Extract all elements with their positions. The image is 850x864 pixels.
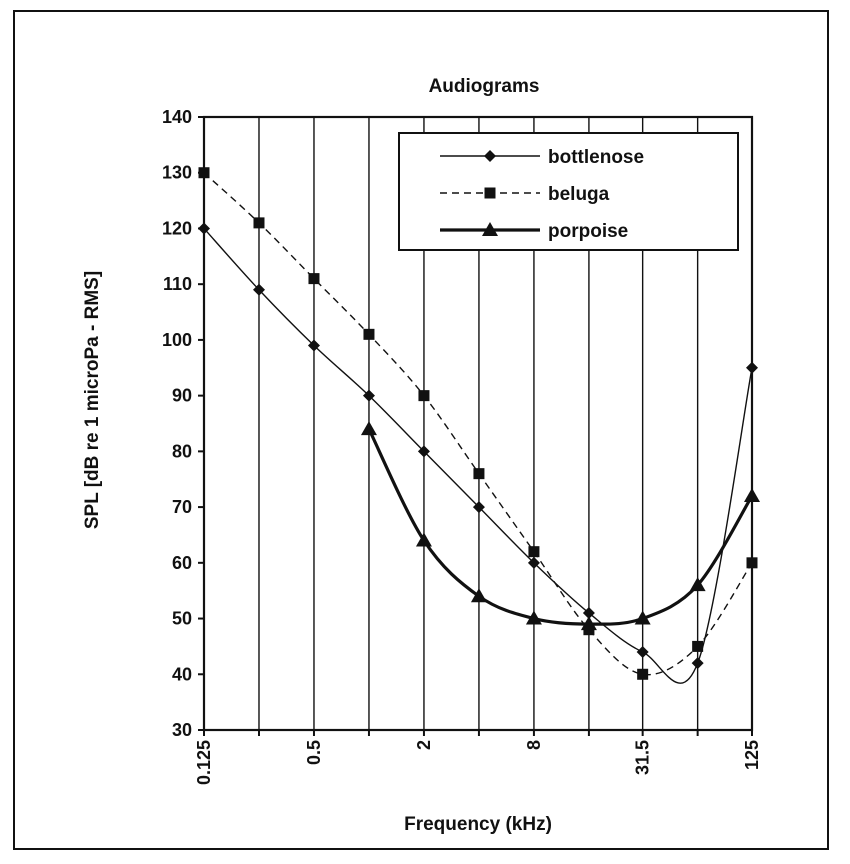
- y-tick-label-7: 100: [162, 330, 192, 350]
- x-tick-label-4: 31.5: [633, 740, 653, 775]
- beluga-point-2: [308, 273, 320, 285]
- y-tick-label-1: 40: [172, 664, 192, 684]
- legend-label-beluga: beluga: [548, 184, 610, 205]
- legend-marker-bottlenose: [484, 150, 496, 162]
- porpoise-point-2: [470, 588, 487, 603]
- porpoise-point-5: [634, 610, 651, 625]
- bottlenose-point-2: [307, 339, 320, 352]
- bottlenose-point-7: [582, 606, 595, 619]
- y-tick-label-11: 140: [162, 107, 192, 127]
- series-line-bottlenose: [203, 227, 753, 684]
- y-tick-label-2: 50: [172, 609, 192, 629]
- x-tick-label-0: 0.125: [194, 740, 214, 785]
- chart-title: Audiograms: [429, 76, 540, 97]
- beluga-point-8: [637, 668, 649, 680]
- porpoise-point-4: [580, 616, 597, 631]
- porpoise-point-6: [689, 577, 706, 592]
- y-axis-label: SPL [dB re 1 microPa - RMS]: [82, 271, 103, 529]
- y-tick-label-5: 80: [172, 441, 192, 461]
- beluga-point-0: [198, 167, 210, 179]
- y-tick-label-4: 70: [172, 497, 192, 517]
- porpoise-point-1: [415, 532, 432, 547]
- bottlenose-point-5: [472, 501, 485, 514]
- porpoise-point-7: [744, 487, 760, 502]
- x-tick-label-1: 0.5: [304, 740, 324, 765]
- bottlenose-point-6: [527, 556, 540, 569]
- porpoise-point-0: [360, 421, 377, 436]
- beluga-point-9: [692, 640, 704, 652]
- legend-marker-porpoise: [482, 222, 498, 236]
- beluga-point-10: [746, 557, 758, 569]
- y-tick-label-6: 90: [172, 386, 192, 406]
- y-tick-label-10: 130: [162, 163, 192, 183]
- beluga-point-3: [363, 328, 375, 340]
- y-tick-label-8: 110: [163, 274, 192, 294]
- bottlenose-point-8: [636, 645, 649, 658]
- y-tick-label-0: 30: [172, 720, 192, 740]
- bottlenose-point-1: [252, 283, 265, 296]
- x-tick-label-3: 8: [524, 740, 544, 750]
- legend-label-bottlenose: bottlenose: [548, 147, 644, 168]
- legend-label-porpoise: porpoise: [548, 221, 628, 242]
- bottlenose-point-4: [417, 445, 430, 458]
- porpoise-point-3: [525, 610, 542, 625]
- beluga-point-1: [253, 217, 265, 229]
- bottlenose-point-0: [198, 222, 210, 235]
- legend-marker-beluga: [484, 187, 496, 199]
- legend: bottlenose beluga porpoise: [398, 132, 739, 251]
- x-tick-label-2: 2: [414, 740, 434, 750]
- y-tick-label-3: 60: [172, 553, 192, 573]
- beluga-point-6: [528, 546, 540, 558]
- series-line-porpoise: [367, 428, 754, 626]
- beluga-point-5: [473, 468, 485, 480]
- legend-box: [398, 132, 739, 251]
- beluga-point-4: [418, 390, 430, 402]
- bottlenose-point-9: [691, 657, 704, 670]
- y-tick-label-9: 120: [162, 218, 192, 238]
- bottlenose-point-3: [362, 389, 375, 402]
- x-axis-label: Frequency (kHz): [404, 814, 552, 835]
- bottlenose-point-10: [746, 361, 758, 374]
- x-tick-label-5: 125: [742, 740, 762, 770]
